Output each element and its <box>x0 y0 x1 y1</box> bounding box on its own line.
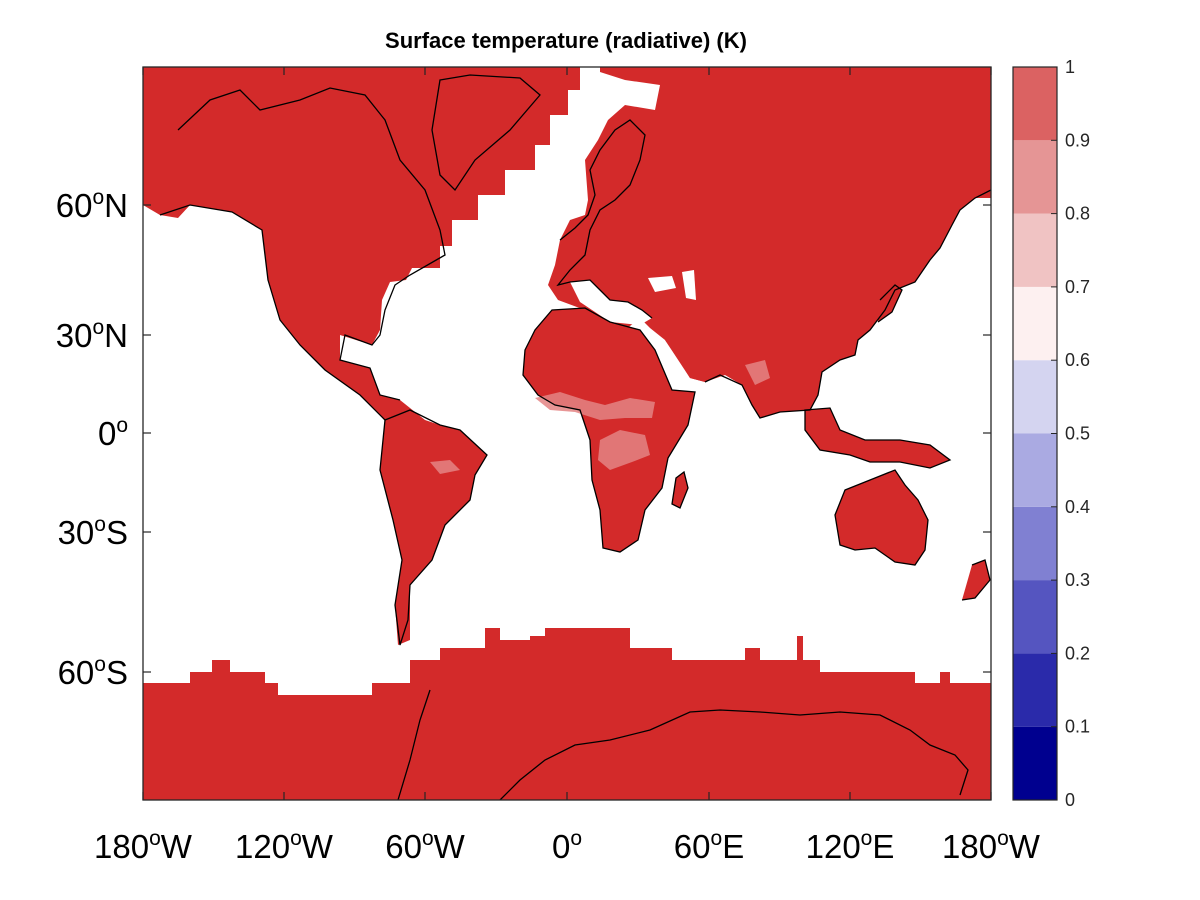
colorbar-band <box>1013 360 1057 434</box>
north-america-field <box>143 67 580 645</box>
antarctica-field <box>143 628 991 800</box>
caspian-cutout <box>682 270 696 300</box>
x-tick-label: 180oW <box>942 827 1041 865</box>
coastline-asia <box>704 189 991 419</box>
y-tick-label: 60oN <box>56 186 128 224</box>
new-zealand-field <box>962 560 990 600</box>
colorbar-band <box>1013 653 1057 727</box>
x-tick-label: 120oW <box>235 827 334 865</box>
eurasia-field <box>548 67 991 418</box>
colorbar-tick-label: 1 <box>1065 57 1075 77</box>
arabia-india-field <box>665 340 720 382</box>
black-sea-cutout <box>648 276 676 292</box>
y-tick-label: 0o <box>98 414 128 452</box>
map-area <box>143 67 991 800</box>
colorbar: 0 0.1 0.2 0.3 0.4 0.5 0.6 0.7 0.8 0.9 1 <box>1012 57 1090 810</box>
tropical-patches <box>430 360 770 474</box>
land-field <box>143 67 991 800</box>
colorbar-tick-label: 0.7 <box>1065 277 1090 297</box>
japan-field <box>878 285 902 322</box>
x-tick-label: 180oW <box>94 827 193 865</box>
x-tick-label: 0o <box>552 827 582 865</box>
colorbar-band <box>1013 726 1057 800</box>
y-axis: 60oN 30oN 0o 30oS 60oS <box>56 186 991 691</box>
amazon-patch <box>430 460 460 474</box>
coastline-south-america <box>379 409 488 646</box>
chart-title: Surface temperature (radiative) (K) <box>385 28 747 53</box>
y-tick-label: 30oN <box>56 316 128 354</box>
colorbar-tick-label: 0.6 <box>1065 350 1090 370</box>
x-axis: 180oW 120oW 60oW 0o 60oE 120oE 180oW <box>94 67 1041 865</box>
coastline-greenland <box>431 74 541 192</box>
colorbar-tick-label: 0.1 <box>1065 717 1090 737</box>
arctic-east-field <box>660 67 991 90</box>
central-africa-patch <box>598 430 650 470</box>
coastline-north-america <box>159 87 446 421</box>
coastline-australia <box>834 469 929 566</box>
colorbar-band <box>1013 213 1057 287</box>
africa-field <box>523 308 695 552</box>
colorbar-tick-label: 0.8 <box>1065 204 1090 224</box>
mediterranean-cutout <box>570 280 652 325</box>
colorbar-tick-label: 0.3 <box>1065 570 1090 590</box>
coastline-antarctica <box>397 689 969 800</box>
y-tick-label: 60oS <box>58 653 128 691</box>
colorbar-tick-label: 0.4 <box>1065 497 1090 517</box>
x-tick-label: 60oE <box>674 827 744 865</box>
coastlines <box>159 74 991 800</box>
colorbar-band <box>1013 67 1057 141</box>
colorbar-tick-label: 0.9 <box>1065 130 1090 150</box>
australia-field <box>835 470 928 565</box>
x-tick-label: 60oW <box>385 827 465 865</box>
india-patch <box>745 360 770 385</box>
colorbar-band <box>1013 580 1057 654</box>
x-tick-label: 120oE <box>806 827 895 865</box>
colorbar-band <box>1013 433 1057 507</box>
colorbar-band <box>1013 140 1057 214</box>
colorbar-tick-label: 0.5 <box>1065 424 1090 444</box>
coastline-africa <box>522 307 696 553</box>
coastline-europe <box>556 119 653 319</box>
coastline-maritime <box>804 407 952 469</box>
coastline-japan <box>877 284 903 323</box>
y-tick-label: 30oS <box>58 513 128 551</box>
colorbar-tick-label: 0.2 <box>1065 643 1090 663</box>
sahel-patch <box>535 392 655 420</box>
colorbar-band <box>1013 286 1057 361</box>
colorbar-band <box>1013 506 1057 581</box>
colorbar-tick-label: 0 <box>1065 790 1075 810</box>
coastline-madagascar <box>671 470 689 509</box>
coastline-new-zealand <box>961 559 991 601</box>
